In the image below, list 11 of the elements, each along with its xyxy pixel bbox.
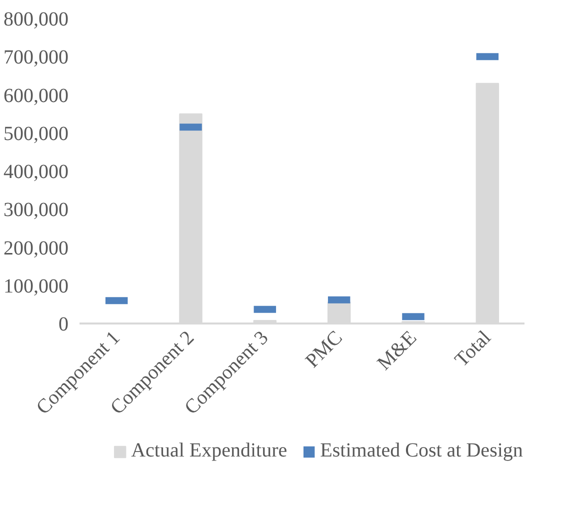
legend-label: Estimated Cost at Design xyxy=(320,440,523,462)
y-tick-label: 500,000 xyxy=(4,122,68,145)
y-tick-label: 0 xyxy=(58,314,68,336)
y-tick-label: 200,000 xyxy=(4,237,68,260)
y-tick-label: 100,000 xyxy=(4,275,68,298)
y-tick-label: 700,000 xyxy=(4,46,68,69)
y-tick-label: 400,000 xyxy=(4,161,68,183)
y-tick-label: 800,000 xyxy=(4,8,68,30)
y-tick-label: 300,000 xyxy=(4,199,68,222)
legend-label: Actual Expenditure xyxy=(131,440,288,462)
y-tick-label: 600,000 xyxy=(4,84,68,107)
